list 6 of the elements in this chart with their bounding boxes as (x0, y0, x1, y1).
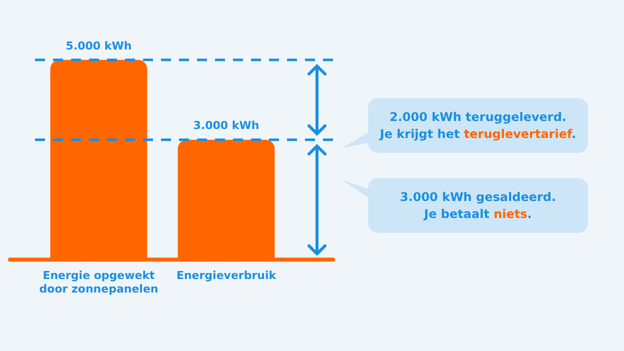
text: 2.000 kWh teruggeleverd. Je krijgt het teruglevertarief. (380, 108, 576, 142)
data-label: 3.000 kWh (193, 119, 260, 132)
data-label: 5.000 kWh (66, 39, 132, 52)
text: 3.000 kWh gesaldeerd. Je betaalt niets. (400, 188, 556, 222)
x-tick-label: Energie opgewekt door zonnepanelen (39, 269, 158, 296)
x-tick-label: Energieverbruik (176, 269, 277, 282)
